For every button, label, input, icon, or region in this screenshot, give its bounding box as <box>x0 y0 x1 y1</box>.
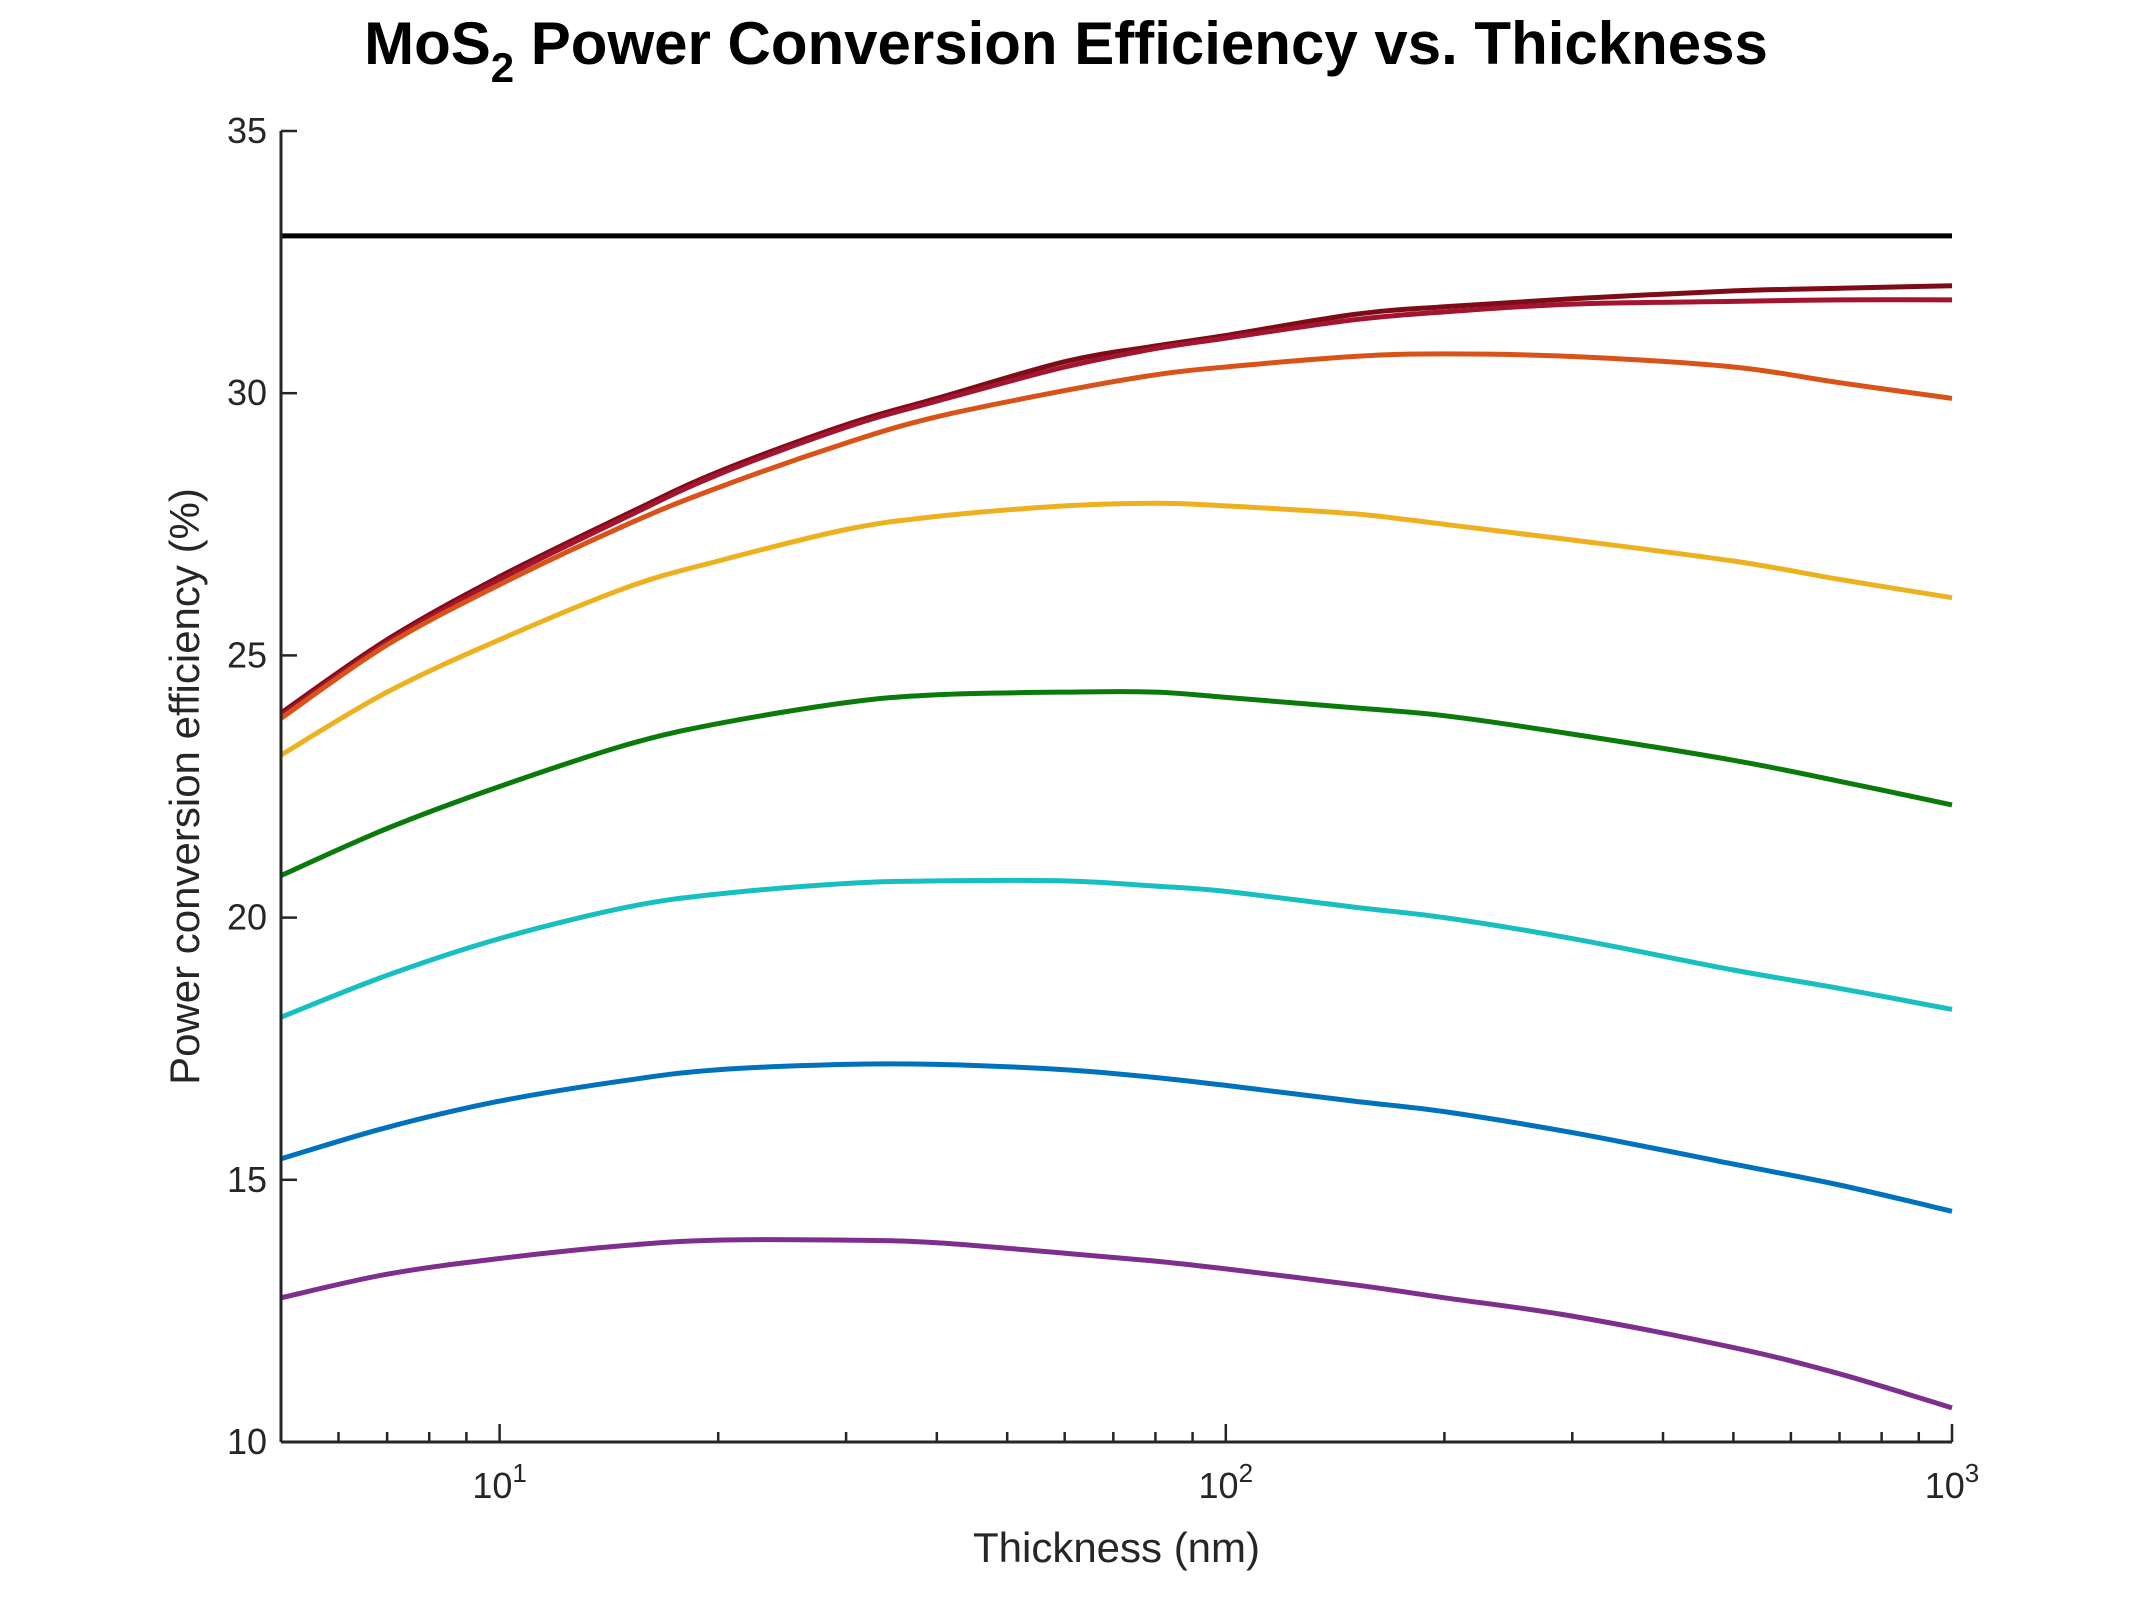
y-tick-label: 20 <box>227 897 267 938</box>
y-tick-label: 10 <box>227 1421 267 1462</box>
x-ticks: 101 102 103 <box>279 1424 1980 1506</box>
series-line-9 <box>280 1237 1953 1411</box>
series-line-7 <box>280 877 1953 1020</box>
x-tick-label: 103 <box>1925 1458 1980 1506</box>
y-ticks: 10 15 20 25 30 35 <box>227 110 297 1462</box>
title-prefix: MoS <box>364 10 491 77</box>
x-axis-label: Thickness (nm) <box>973 1524 1260 1571</box>
x-tick-label: 101 <box>472 1458 527 1506</box>
series-line-6 <box>279 689 1953 878</box>
y-tick-label: 15 <box>227 1159 267 1200</box>
chart-title: MoS2 Power Conversion Efficiency vs. Thi… <box>364 10 1768 91</box>
series-line-8 <box>280 1061 1953 1214</box>
title-subscript: 2 <box>491 44 514 91</box>
series-line-4 <box>279 351 1953 721</box>
y-tick-label: 25 <box>227 634 267 675</box>
y-tick-label: 30 <box>227 372 267 413</box>
series-layer <box>279 233 1953 1411</box>
y-axis-label: Power conversion efficiency (%) <box>161 488 208 1085</box>
series-line-2 <box>279 283 1953 716</box>
y-tick-label: 35 <box>227 110 267 151</box>
x-tick-label: 102 <box>1199 1458 1254 1506</box>
title-suffix: Power Conversion Efficiency vs. Thicknes… <box>514 10 1768 77</box>
series-line-3 <box>279 297 1953 718</box>
series-line-5 <box>279 500 1953 758</box>
